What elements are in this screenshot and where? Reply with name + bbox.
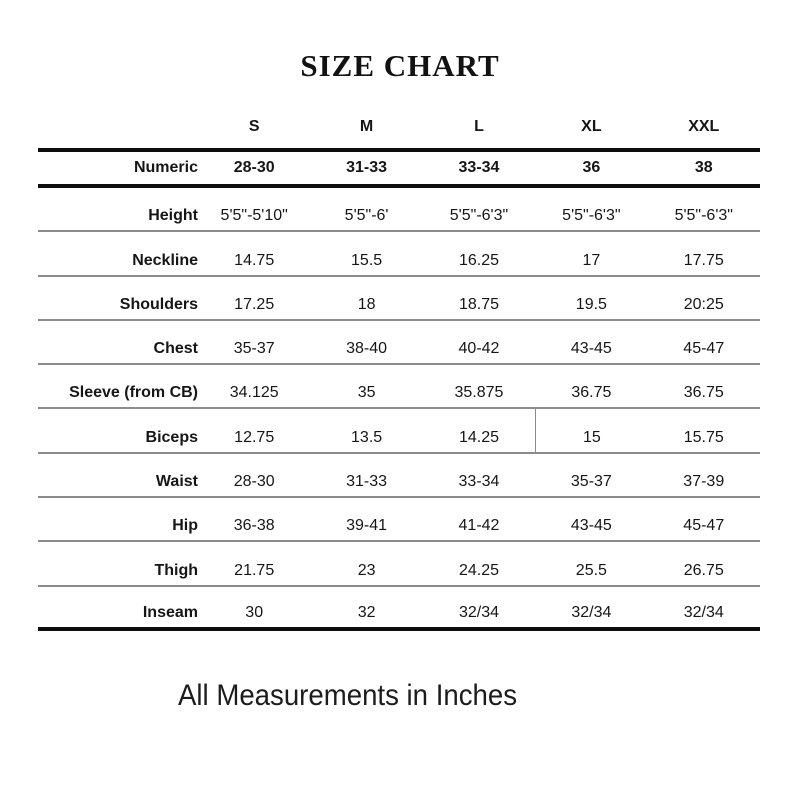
cell-m: 18	[357, 295, 376, 313]
cell-s: 28-30	[233, 473, 275, 491]
size-header-row: S M L XL XXL	[38, 82, 760, 148]
table-row-thigh: Thigh 21.75 23 24.25 25.5 26.75	[38, 542, 760, 587]
cell-xl: 32/34	[571, 603, 612, 621]
cell-m: 39-41	[346, 517, 388, 535]
cell-m: 31-33	[346, 473, 388, 491]
cell-m: 35	[357, 384, 376, 402]
row-label: Height	[148, 207, 198, 225]
cell-l: 18.75	[458, 295, 499, 313]
table-row-neckline: Neckline 14.75 15.5 16.25 17 17.75	[38, 232, 760, 277]
cell-m: 5'5"-6'	[344, 207, 389, 225]
row-label: Biceps	[145, 428, 198, 446]
cell-m: 38-40	[346, 340, 388, 358]
row-label: Numeric	[133, 159, 198, 176]
cell-xl: 25.5	[575, 561, 607, 579]
header-size-l: L	[474, 118, 484, 135]
row-label: Thigh	[154, 561, 198, 579]
cell-xxl: 38	[694, 159, 713, 176]
table-row-sleeve: Sleeve (from CB) 34.125 35 35.875 36.75 …	[38, 365, 760, 410]
table-row-height: Height 5'5"-5'10" 5'5"-6' 5'5"-6'3" 5'5"…	[38, 188, 760, 233]
cell-s: 5'5"-5'10"	[220, 207, 288, 225]
table-row-waist: Waist 28-30 31-33 33-34 35-37 37-39	[38, 454, 760, 499]
table-row-inseam: Inseam 30 32 32/34 32/34 32/34	[38, 587, 760, 631]
cell-xxl: 45-47	[683, 340, 725, 358]
cell-xl: 35-37	[570, 473, 612, 491]
cell-l: 32/34	[458, 603, 499, 621]
header-spacer	[38, 82, 198, 136]
cell-l: 14.25	[458, 428, 499, 446]
cell-s: 35-37	[233, 340, 275, 358]
cell-xxl: 17.75	[683, 251, 724, 269]
cell-s: 34.125	[229, 384, 279, 402]
cell-m: 23	[357, 561, 376, 579]
cell-xl: 15	[535, 409, 647, 452]
cell-s: 30	[245, 603, 264, 621]
row-label: Waist	[155, 473, 198, 491]
row-label: Shoulders	[119, 295, 198, 313]
cell-s: 17.25	[234, 295, 275, 313]
cell-l: 41-42	[458, 517, 500, 535]
cell-xl: 19.5	[575, 295, 607, 313]
row-label: Hip	[172, 517, 198, 535]
cell-s: 36-38	[233, 517, 275, 535]
cell-xl: 5'5"-6'3"	[562, 207, 621, 225]
cell-l: 33-34	[458, 159, 500, 176]
header-size-s: S	[248, 118, 260, 135]
row-label: Sleeve (from CB)	[69, 384, 198, 402]
cell-xl: 36	[582, 159, 601, 176]
cell-l: 5'5"-6'3"	[449, 207, 509, 225]
cell-s: 21.75	[234, 561, 275, 579]
cell-xxl: 5'5"-6'3"	[674, 207, 733, 225]
header-size-m: M	[359, 118, 374, 135]
cell-s: 14.75	[234, 251, 275, 269]
cell-xl: 36.75	[571, 384, 612, 402]
size-chart-table: S M L XL XXL Numeric 28-30 31-33 33-34 3…	[38, 82, 760, 631]
cell-xxl: 26.75	[683, 561, 724, 579]
cell-s: 12.75	[234, 428, 275, 446]
cell-l: 40-42	[458, 340, 500, 358]
measurement-rows: Height 5'5"-5'10" 5'5"-6' 5'5"-6'3" 5'5"…	[38, 188, 760, 631]
cell-xl: 43-45	[570, 517, 612, 535]
cell-l: 33-34	[458, 473, 500, 491]
cell-m: 31-33	[346, 159, 388, 176]
table-row-chest: Chest 35-37 38-40 40-42 43-45 45-47	[38, 321, 760, 366]
cell-xxl: 32/34	[683, 603, 724, 621]
header-size-xxl: XXL	[688, 118, 720, 135]
header-size-xl: XL	[581, 118, 602, 135]
row-label: Chest	[153, 340, 198, 358]
numeric-row: Numeric 28-30 31-33 33-34 36 38	[38, 148, 760, 188]
cell-xxl: 20:25	[683, 295, 724, 313]
cell-xxl: 36.75	[683, 384, 724, 402]
table-row-biceps: Biceps 12.75 13.5 14.25 15 15.75	[38, 409, 760, 454]
cell-xxl: 15.75	[683, 428, 724, 446]
cell-l: 16.25	[458, 251, 499, 269]
measurements-note: All Measurements in Inches	[178, 678, 518, 712]
cell-xl: 17	[582, 251, 601, 269]
table-row-hip: Hip 36-38 39-41 41-42 43-45 45-47	[38, 498, 760, 543]
cell-s: 28-30	[233, 159, 275, 176]
row-label: Neckline	[132, 251, 198, 269]
cell-m: 15.5	[351, 251, 383, 269]
cell-m: 32	[357, 603, 376, 621]
cell-xl: 43-45	[570, 340, 612, 358]
row-label: Inseam	[142, 603, 198, 621]
cell-m: 13.5	[351, 428, 383, 446]
cell-xxl: 45-47	[683, 517, 725, 535]
cell-l: 35.875	[454, 384, 504, 402]
cell-xxl: 37-39	[683, 473, 725, 491]
cell-l: 24.25	[458, 561, 499, 579]
page-title: SIZE CHART	[300, 48, 500, 83]
table-row-shoulders: Shoulders 17.25 18 18.75 19.5 20:25	[38, 277, 760, 321]
